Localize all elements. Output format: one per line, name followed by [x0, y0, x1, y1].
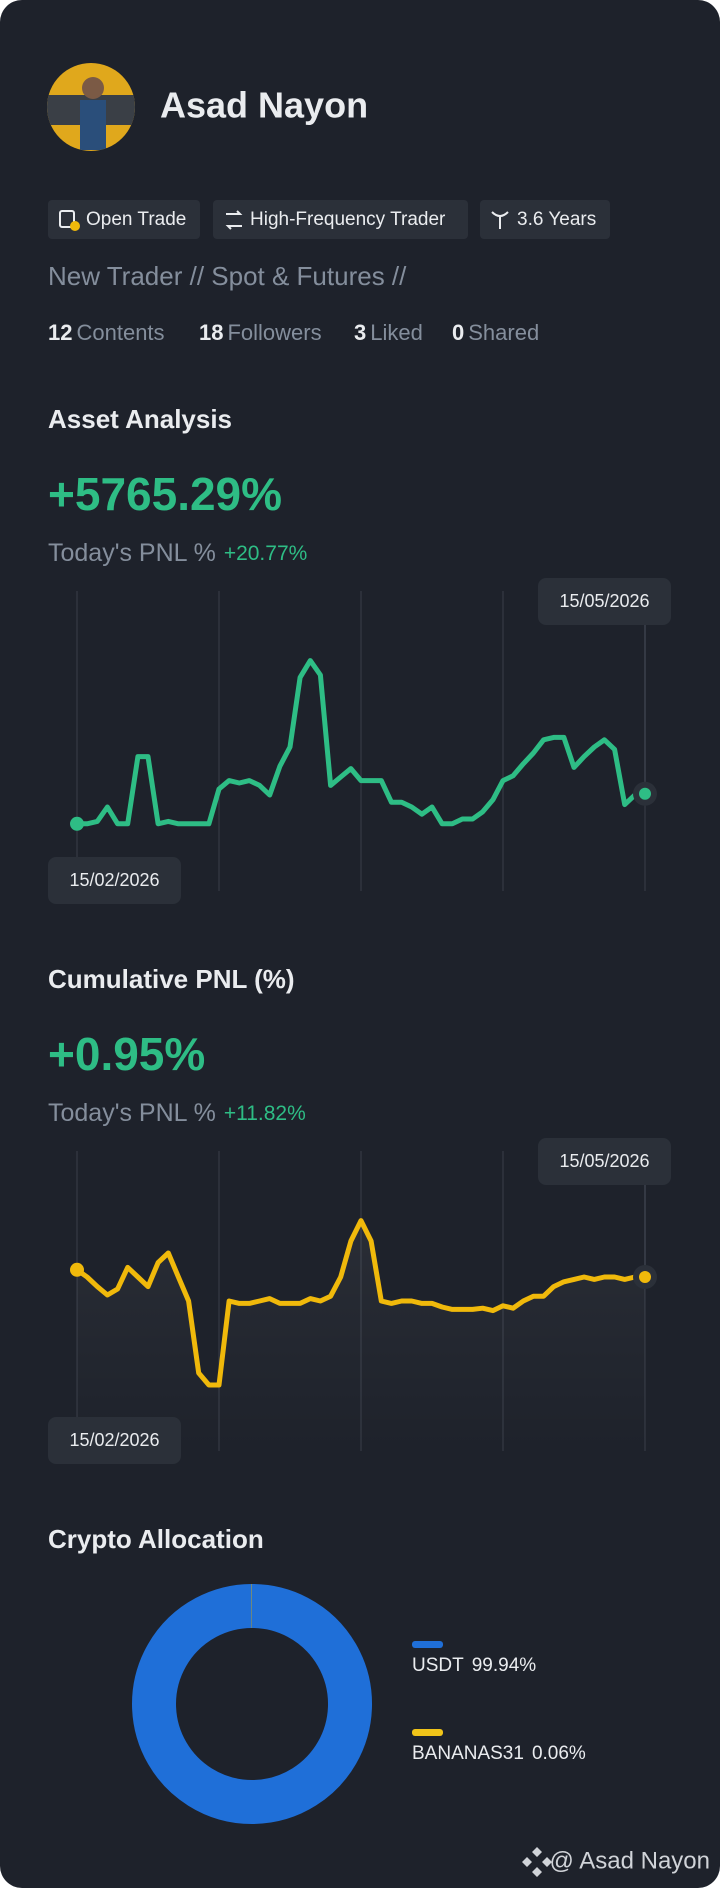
legend-name: USDT: [412, 1655, 464, 1676]
avatar[interactable]: [47, 63, 135, 151]
stat-label: Shared: [468, 320, 539, 345]
tag: 3.6 Years: [480, 200, 610, 239]
date-label: 15/05/2026: [559, 591, 649, 611]
user-name: Asad Nayon: [160, 85, 368, 126]
headline-value: +5765.29%: [48, 468, 282, 520]
today-change: +20.77%: [224, 542, 308, 565]
tag: Open Trade: [48, 200, 200, 239]
legend-swatch: [412, 1729, 443, 1736]
bio: New Trader // Spot & Futures //: [48, 261, 407, 291]
section-title: Crypto Allocation: [48, 1524, 264, 1554]
legend-name: BANANAS31: [412, 1743, 524, 1764]
stat-label: Contents: [76, 320, 164, 345]
end-point: [639, 1271, 651, 1283]
stat-count: 3: [354, 320, 366, 345]
legend-entry: USDT 99.94%: [412, 1655, 536, 1676]
section-title: Asset Analysis: [48, 404, 232, 434]
stat-count: 0: [452, 320, 464, 345]
footer-text: @ Asad Nayon: [550, 1847, 710, 1874]
tag-label: 3.6 Years: [517, 209, 596, 230]
date-label: 15/05/2026: [559, 1151, 649, 1171]
today-label: Today's PNL %: [48, 539, 216, 567]
today-pnl: Today's PNL % +20.77%: [48, 539, 307, 567]
today-change: +11.82%: [224, 1102, 306, 1125]
stat-count: 18: [199, 320, 223, 345]
tag: High-Frequency Trader: [213, 200, 468, 239]
footer: @ Asad Nayon: [522, 1847, 710, 1877]
today-pnl: Today's PNL % +11.82%: [48, 1099, 306, 1127]
tag-label: Open Trade: [86, 209, 186, 230]
section-title: Cumulative PNL (%): [48, 964, 295, 994]
start-point: [70, 1263, 84, 1277]
stat-label: Liked: [370, 320, 423, 345]
stat-count: 12: [48, 320, 72, 345]
date-label: 15/02/2026: [69, 870, 159, 890]
stat-label: Followers: [227, 320, 321, 345]
legend-entry: BANANAS31 0.06%: [412, 1743, 586, 1764]
tag-label: High-Frequency Trader: [250, 209, 446, 230]
end-point: [639, 788, 651, 800]
legend-value: 99.94%: [472, 1655, 537, 1676]
legend-value: 0.06%: [532, 1743, 586, 1764]
date-label: 15/02/2026: [69, 1430, 159, 1450]
headline-value: +0.95%: [48, 1028, 205, 1080]
start-point: [70, 817, 84, 831]
legend-swatch: [412, 1641, 443, 1648]
today-label: Today's PNL %: [48, 1099, 216, 1127]
